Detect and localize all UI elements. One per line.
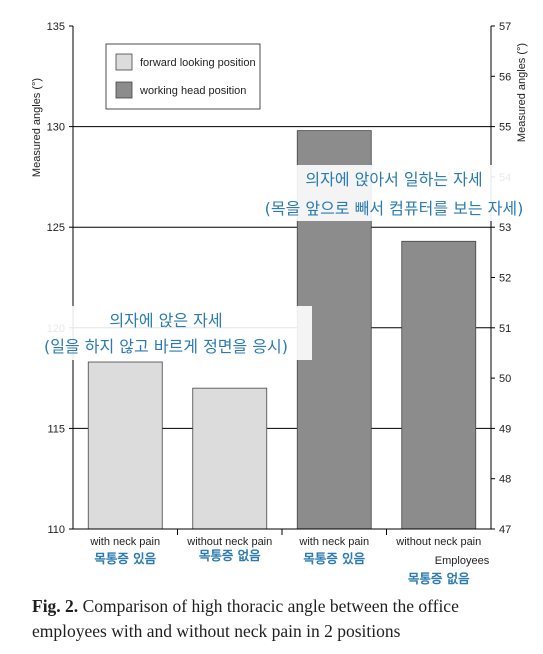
- x-tick-label: without neck pain: [186, 536, 272, 548]
- x-tick-label: with neck pain: [298, 536, 369, 548]
- figure-caption: Fig. 2. Comparison of high thoracic angl…: [32, 594, 537, 644]
- legend-label: working head position: [139, 85, 246, 97]
- right-tick-label: 56: [499, 71, 511, 83]
- bar: [87, 361, 163, 530]
- figure-label: Fig. 2.: [32, 596, 79, 616]
- right-tick-label: 51: [499, 323, 511, 335]
- bar-chart: 1101151201251301354748495051525354555657…: [28, 21, 541, 586]
- right-tick-label: 53: [499, 222, 511, 234]
- left-tick-label: 115: [47, 423, 65, 435]
- y-axis-title-right: Measured angles (°): [516, 43, 528, 142]
- annotation-line: 의자에 앉아서 일하는 자세: [305, 170, 482, 189]
- right-tick-label: 52: [499, 273, 511, 285]
- right-tick-label: 48: [499, 474, 511, 486]
- x-tick-label-korean: 목통증 없음: [408, 571, 470, 586]
- annotation-line: 의자에 앉은 자세: [109, 311, 222, 330]
- x-tick-label: with neck pain: [89, 536, 160, 548]
- x-tick-label-korean: 목통증 없음: [199, 548, 261, 563]
- x-tick-label-korean: 목통증 있음: [303, 551, 365, 566]
- annotation-background: [243, 165, 541, 221]
- right-tick-label: 50: [499, 373, 511, 385]
- right-tick-label: 55: [499, 122, 511, 134]
- right-tick-label: 49: [499, 423, 511, 435]
- annotation-line: (목을 앞으로 빼서 컴퓨터를 보는 자세): [265, 199, 524, 218]
- figure-caption-text: Comparison of high thoracic angle betwee…: [32, 596, 459, 641]
- right-tick-label: 57: [499, 21, 511, 33]
- left-tick-label: 110: [47, 524, 65, 536]
- legend-swatch: [115, 53, 133, 71]
- bar: [401, 240, 477, 530]
- x-tick-label-korean: 목통증 있음: [94, 551, 156, 566]
- annotation-background: [28, 306, 312, 360]
- left-tick-label: 135: [47, 21, 65, 33]
- right-tick-label: 47: [499, 524, 511, 536]
- legend-label: forward looking position: [140, 57, 256, 69]
- annotation-line: (일을 하지 않고 바르게 정면을 응시): [44, 337, 288, 356]
- x-axis-title: Employees: [435, 555, 490, 567]
- y-axis-title-left: Measured angles (°): [31, 78, 43, 177]
- legend-swatch: [115, 81, 133, 99]
- left-tick-label: 125: [47, 222, 65, 234]
- x-tick-label: without neck pain: [395, 536, 481, 548]
- left-tick-label: 130: [47, 122, 65, 134]
- bar: [192, 387, 268, 530]
